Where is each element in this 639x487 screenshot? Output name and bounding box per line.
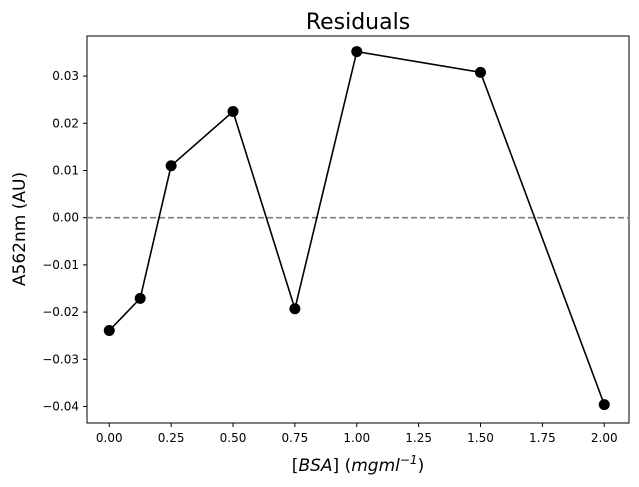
x-tick-label: 1.25 — [405, 431, 432, 445]
chart-title: Residuals — [306, 10, 410, 35]
data-point — [289, 303, 301, 315]
y-tick-label: 0.00 — [52, 211, 79, 225]
series-markers — [103, 46, 610, 411]
y-tick-label: −0.03 — [42, 352, 79, 366]
y-tick-label: 0.03 — [52, 69, 79, 83]
x-tick-label: 0.00 — [96, 431, 123, 445]
data-point — [598, 399, 610, 411]
x-tick-label: 0.75 — [282, 431, 309, 445]
y-tick-label: −0.01 — [42, 258, 79, 272]
y-tick-label: 0.01 — [52, 164, 79, 178]
y-tick-label: −0.04 — [42, 399, 79, 413]
data-point — [165, 160, 177, 172]
x-tick-label: 1.75 — [529, 431, 556, 445]
x-axis-label: [BSA] (mgml−1) — [292, 453, 424, 476]
x-tick-label: 0.25 — [158, 431, 185, 445]
data-point — [351, 46, 363, 58]
x-tick-label: 0.50 — [220, 431, 247, 445]
data-point — [227, 106, 239, 118]
y-tick-label: 0.02 — [52, 116, 79, 130]
x-tick-label: 1.50 — [467, 431, 494, 445]
data-point — [475, 66, 487, 78]
y-tick-label: −0.02 — [42, 305, 79, 319]
series-line — [108, 50, 606, 405]
y-axis: −0.04 −0.03 −0.02 −0.01 0.00 0.01 0.02 0.03 — [42, 69, 87, 413]
data-point — [103, 324, 115, 336]
x-axis: 0.00 0.25 0.50 0.75 1.00 1.25 1.50 1.75 2.00 — [96, 423, 618, 445]
axes-frame — [86, 35, 630, 424]
data-point — [134, 292, 146, 304]
plot-area — [86, 35, 630, 424]
y-axis-label: A562nm (AU) — [10, 172, 30, 286]
x-tick-label: 1.00 — [343, 431, 370, 445]
x-tick-label: 2.00 — [591, 431, 618, 445]
